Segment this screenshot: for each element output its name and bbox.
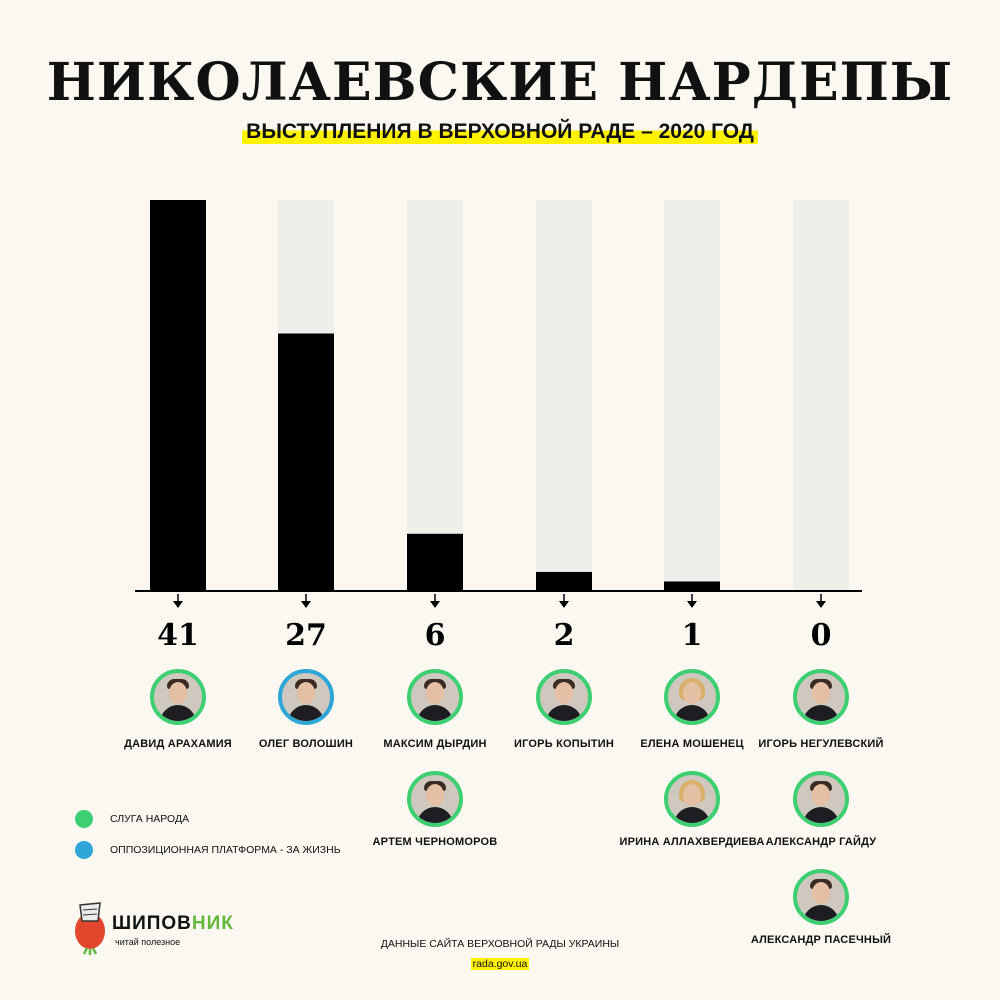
avatar-face — [555, 682, 573, 704]
bar-track — [536, 200, 592, 591]
avatar-body — [417, 705, 453, 721]
avatar-body — [288, 705, 324, 721]
deputy-name: МАКСИМ ДЫРДИН — [383, 738, 487, 750]
deputy-name: ИРИНА АЛЛАХВЕРДИЕВА — [619, 836, 765, 848]
arrow-down-icon — [173, 601, 183, 608]
avatar — [664, 669, 720, 725]
deputy-name: АЛЕКСАНДР ПАСЕЧНЫЙ — [750, 934, 892, 946]
value-label: 6 — [425, 618, 446, 653]
avatar-face — [297, 682, 315, 704]
bar-chart: 41 27 6 2 1 0 — [135, 200, 862, 653]
value-label: 0 — [811, 618, 832, 653]
source-note: ДАННЫЕ САЙТА ВЕРХОВНОЙ РАДЫ УКРАИНЫ — [380, 938, 620, 950]
avatar — [664, 771, 720, 827]
avatar — [793, 771, 849, 827]
deputy-name: ИГОРЬ НЕГУЛЕВСКИЙ — [758, 738, 884, 750]
avatar — [793, 869, 849, 925]
avatar-body — [674, 807, 710, 823]
value-label: 1 — [682, 618, 703, 653]
avatar-body — [803, 905, 839, 921]
arrow-down-icon — [687, 601, 697, 608]
logo-wordmark: ШИПОВНИК — [112, 913, 234, 935]
page-title: НИКОЛАЕВСКИЕ НАРДЕПЫ — [46, 52, 954, 113]
avatar-face — [426, 784, 444, 806]
value-label: 27 — [285, 618, 327, 653]
arrow-down-icon — [430, 601, 440, 608]
bar-track — [407, 200, 463, 591]
bar — [150, 200, 206, 591]
arrow-down-icon — [559, 601, 569, 608]
bar — [278, 333, 334, 591]
bar-track — [793, 200, 849, 591]
avatar-face — [812, 784, 830, 806]
logo-name-main: ШИПОВ — [112, 913, 192, 934]
deputy-name: ЕЛЕНА МОШЕНЕЦ — [640, 738, 744, 750]
avatar-body — [803, 705, 839, 721]
bar — [664, 581, 720, 591]
bar — [536, 571, 592, 591]
deputy-name: АЛЕКСАНДР ГАЙДУ — [765, 836, 877, 848]
source-link[interactable]: rada.gov.ua — [470, 958, 530, 970]
deputy-name: ОЛЕГ ВОЛОШИН — [258, 738, 354, 750]
avatar-face — [426, 682, 444, 704]
source-link-wrap: rada.gov.ua — [350, 958, 650, 970]
avatar-body — [803, 807, 839, 823]
avatar — [150, 669, 206, 725]
avatar-body — [546, 705, 582, 721]
avatar — [278, 669, 334, 725]
legend-label-servant: СЛУГА НАРОДА — [110, 813, 190, 825]
arrow-down-icon — [301, 601, 311, 608]
deputy-name: ДАВИД АРАХАМИЯ — [124, 738, 232, 750]
avatar-body — [160, 705, 196, 721]
legend-label-opposition: ОППОЗИЦИОННАЯ ПЛАТФОРМА - ЗА ЖИЗНЬ — [110, 844, 341, 856]
avatar-face — [683, 682, 701, 704]
avatar-body — [674, 705, 710, 721]
avatar — [793, 669, 849, 725]
logo-tagline: читай полезное — [115, 937, 181, 947]
avatar-face — [812, 882, 830, 904]
avatar-face — [683, 784, 701, 806]
page-subtitle: ВЫСТУПЛЕНИЯ В ВЕРХОВНОЙ РАДЕ – 2020 ГОД — [242, 118, 758, 146]
avatar — [407, 771, 463, 827]
legend-swatch-green — [75, 810, 93, 828]
value-label: 2 — [554, 618, 575, 653]
avatar-body — [417, 807, 453, 823]
subtitle-wrap: ВЫСТУПЛЕНИЯ В ВЕРХОВНОЙ РАДЕ – 2020 ГОД — [0, 118, 1000, 146]
avatar — [536, 669, 592, 725]
bar — [407, 533, 463, 591]
avatar-face — [812, 682, 830, 704]
logo-name-accent: НИК — [191, 913, 234, 934]
legend-swatch-blue — [75, 841, 93, 859]
value-label: 41 — [157, 618, 199, 653]
rosehip-logo-icon — [75, 902, 105, 955]
arrow-down-icon — [816, 601, 826, 608]
avatar — [407, 669, 463, 725]
bar-track — [664, 200, 720, 591]
deputy-name: АРТЕМ ЧЕРНОМОРОВ — [372, 836, 498, 848]
deputy-name: ИГОРЬ КОПЫТИН — [514, 738, 614, 750]
avatar-face — [169, 682, 187, 704]
